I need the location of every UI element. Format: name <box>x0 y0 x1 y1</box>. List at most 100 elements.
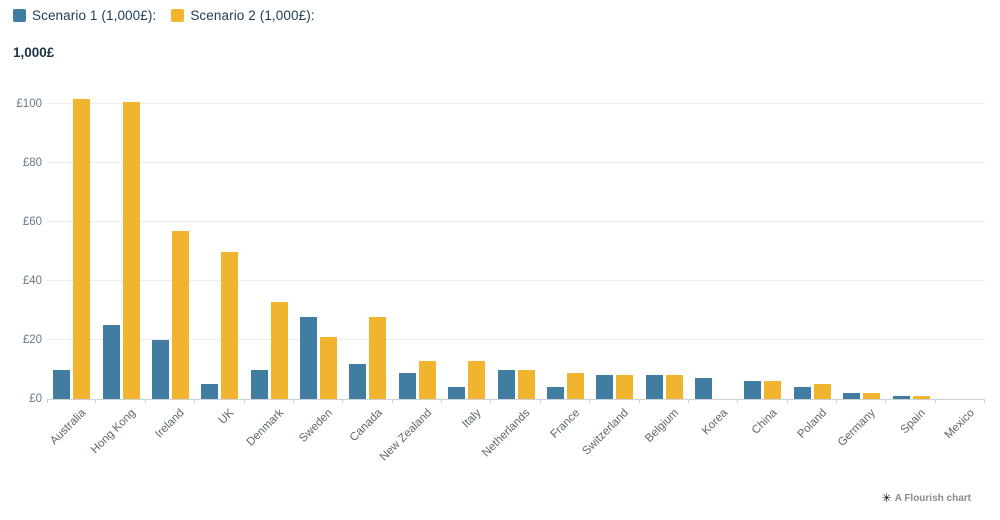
bar-scenario-1[interactable] <box>843 393 861 399</box>
bar-scenario-2[interactable] <box>813 384 831 399</box>
bar-scenario-2[interactable] <box>270 301 288 399</box>
bars <box>146 76 195 399</box>
bar-group-italy: Italy <box>442 76 492 430</box>
y-axis-tick-label: £0 <box>29 393 42 405</box>
bar-scenario-2[interactable] <box>320 337 338 399</box>
bar-group-denmark: Denmark <box>244 76 294 448</box>
x-axis-tick <box>638 399 640 403</box>
bar-group-uk: UK <box>195 76 245 427</box>
bar-scenario-1[interactable] <box>793 387 811 399</box>
bar-scenario-2[interactable] <box>418 360 436 399</box>
bar-scenario-2[interactable] <box>616 375 634 399</box>
bar-scenario-1[interactable] <box>398 372 416 399</box>
bar-scenario-1[interactable] <box>349 363 367 399</box>
y-axis-tick-label: £40 <box>22 275 42 288</box>
bar-scenario-1[interactable] <box>892 396 910 399</box>
bar-group-australia: Australia <box>47 76 97 447</box>
x-axis-tick <box>47 399 48 403</box>
plot-area: Australia Hong Kong Ireland UK Denmark Sweden… <box>47 76 986 463</box>
bar-group-china: China <box>738 76 788 437</box>
bars <box>294 76 343 399</box>
bars <box>640 76 689 399</box>
x-axis-tick <box>441 399 442 403</box>
bar-scenario-2[interactable] <box>221 251 239 399</box>
x-axis-tick <box>737 399 739 403</box>
bar-group-mexico: Mexico <box>936 76 986 441</box>
gridline <box>47 221 985 223</box>
x-axis-label: Ireland <box>153 407 187 441</box>
gridline <box>47 280 985 282</box>
bars <box>689 76 738 399</box>
bar-group-korea: Korea <box>689 76 739 437</box>
bars <box>837 76 886 399</box>
bar-scenario-2[interactable] <box>517 369 535 399</box>
x-axis-label: Poland <box>794 407 829 441</box>
y-axis-tick-label: £80 <box>22 157 42 170</box>
bars <box>47 76 96 399</box>
bar-scenario-1[interactable] <box>744 381 762 399</box>
bar-group-netherlands: Netherlands <box>480 76 541 459</box>
bar-group-sweden: Sweden <box>294 76 344 445</box>
bar-group-new-zealand: New Zealand <box>377 76 442 463</box>
bars <box>738 76 787 399</box>
x-axis-label: Australia <box>48 407 89 448</box>
x-axis-label: Canada <box>347 407 385 444</box>
bar-scenario-1[interactable] <box>645 375 663 399</box>
flourish-asterisk-icon: ✳ <box>881 491 892 505</box>
bar-scenario-2[interactable] <box>369 316 387 399</box>
scenario-2-swatch <box>171 9 185 22</box>
bars <box>245 76 294 399</box>
x-axis-label: Spain <box>898 407 928 437</box>
y-axis-title: 1,000£ <box>13 45 55 60</box>
bar-group-canada: Canada <box>343 76 393 444</box>
bar-scenario-1[interactable] <box>53 369 71 399</box>
y-axis-tick-label: £100 <box>16 98 42 111</box>
x-axis-label: Sweden <box>297 407 336 445</box>
bar-scenario-1[interactable] <box>201 384 219 399</box>
x-axis-label: UK <box>216 407 237 427</box>
bar-scenario-2[interactable] <box>863 393 881 399</box>
bars <box>886 76 935 399</box>
bar-scenario-2[interactable] <box>566 372 584 399</box>
x-axis-tick <box>885 399 887 403</box>
bars <box>491 76 540 399</box>
bar-group-germany: Germany <box>836 76 887 449</box>
bar-scenario-2[interactable] <box>122 101 140 399</box>
x-axis-tick <box>391 399 393 403</box>
x-axis-tick <box>95 399 97 403</box>
x-axis-tick <box>292 399 294 403</box>
bar-scenario-2[interactable] <box>73 98 91 399</box>
bars <box>96 76 145 399</box>
bar-scenario-2[interactable] <box>912 396 930 399</box>
bar-scenario-2[interactable] <box>468 360 486 399</box>
x-axis-label: Netherlands <box>480 407 533 460</box>
legend-item-scenario-1[interactable]: Scenario 1 (1,000£): <box>13 8 156 23</box>
x-axis-tick <box>342 399 344 403</box>
bar-scenario-1[interactable] <box>102 325 120 399</box>
bar-scenario-2[interactable] <box>171 231 189 399</box>
x-axis-label: New Zealand <box>377 407 434 464</box>
bar-scenario-1[interactable] <box>546 387 564 399</box>
x-axis-tick <box>539 399 541 403</box>
bar-scenario-2[interactable] <box>764 381 782 399</box>
bar-scenario-1[interactable] <box>250 369 268 399</box>
bar-scenario-1[interactable] <box>596 375 614 399</box>
bars <box>343 76 392 399</box>
bar-group-hong-kong: Hong Kong <box>88 76 146 456</box>
flourish-credit-link[interactable]: ✳ A Flourish chart <box>882 492 971 504</box>
bar-scenario-1[interactable] <box>151 340 169 399</box>
bar-scenario-1[interactable] <box>497 369 515 399</box>
legend-item-scenario-2[interactable]: Scenario 2 (1,000£): <box>171 8 315 23</box>
bar-scenario-1[interactable] <box>300 316 318 399</box>
bars <box>541 76 590 399</box>
x-axis-tick <box>687 399 689 403</box>
bar-scenario-1[interactable] <box>448 387 466 399</box>
x-axis-label: Italy <box>459 407 484 431</box>
x-axis-tick <box>589 399 591 403</box>
bar-scenario-1[interactable] <box>695 378 713 399</box>
bar-scenario-2[interactable] <box>665 375 683 399</box>
x-axis-tick <box>144 399 146 403</box>
x-axis-label: China <box>749 407 780 437</box>
x-axis-label: Belgium <box>642 407 681 445</box>
